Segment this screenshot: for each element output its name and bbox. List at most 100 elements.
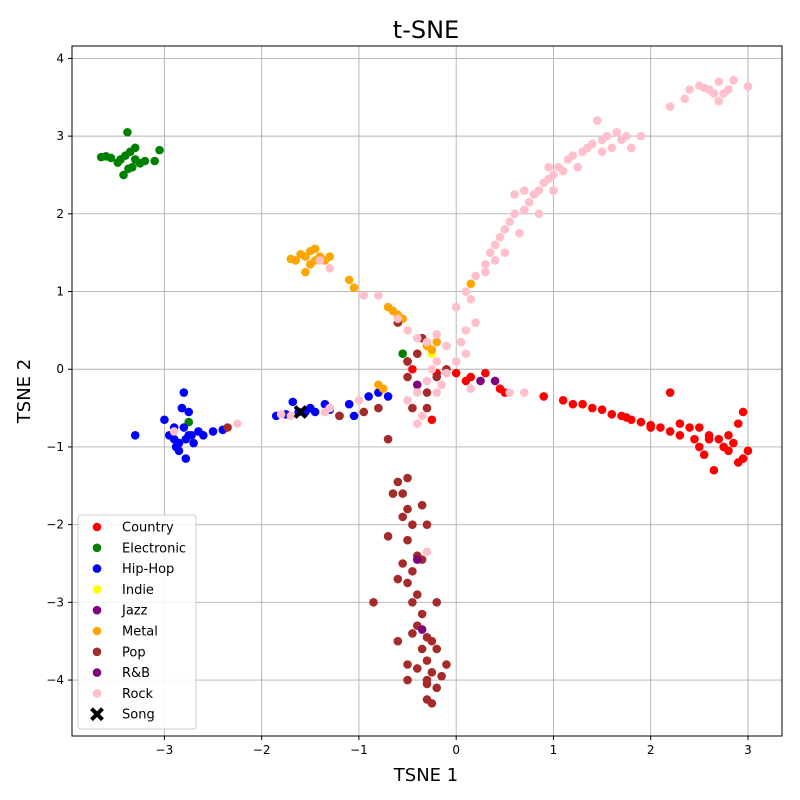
point-electronic (124, 164, 133, 174)
point-pop (437, 671, 446, 681)
point-country (695, 423, 704, 432)
point-pop (432, 598, 442, 607)
point-country (704, 434, 714, 444)
chart-title: t-SNE (393, 16, 459, 44)
point-metal (305, 260, 315, 269)
axis-ticks: −3 −2 −1 0 1 2 3 −4 −3 −2 −1 0 1 2 3 4 (46, 51, 751, 757)
point-rock (665, 102, 675, 111)
point-pop (393, 574, 403, 584)
point-pop (403, 504, 412, 514)
point-electronic (155, 145, 164, 155)
point-jazz (412, 380, 422, 390)
point-pop (408, 403, 417, 413)
point-pop (417, 644, 427, 654)
y-tick-label: −3 (46, 595, 64, 609)
point-rock (393, 314, 403, 324)
point-hip-hop (310, 407, 320, 417)
point-rock (233, 419, 242, 428)
point-pop (393, 636, 403, 646)
point-rock (626, 143, 636, 153)
legend-label-indie: Indie (122, 583, 154, 598)
point-hip-hop (349, 411, 359, 421)
point-rock (607, 143, 617, 153)
point-country (675, 430, 685, 440)
point-rock (422, 547, 432, 557)
point-rock (442, 341, 451, 351)
point-pop (223, 423, 232, 432)
legend-marker-jazz (92, 605, 102, 615)
point-rock (461, 326, 471, 335)
point-rock (325, 263, 335, 273)
y-tick-label: 4 (56, 51, 64, 65)
point-country (481, 368, 490, 378)
point-country (709, 465, 719, 475)
point-rock (612, 127, 621, 137)
point-rock (481, 260, 490, 269)
point-pop (374, 403, 383, 413)
point-rock (500, 225, 510, 234)
point-country (636, 417, 646, 427)
point-country (675, 419, 685, 428)
point-pop (408, 598, 417, 607)
point-country (558, 396, 568, 405)
point-country (451, 368, 461, 378)
y-tick-label: 1 (56, 285, 64, 299)
point-pop (422, 656, 432, 665)
legend-label-jazz: Jazz (121, 604, 148, 619)
point-pop (432, 683, 442, 693)
point-pop (403, 357, 412, 366)
point-rock (510, 209, 519, 219)
y-tick-label: −4 (46, 673, 64, 687)
point-pop (403, 473, 412, 483)
point-electronic (398, 349, 407, 359)
point-electronic (130, 143, 140, 153)
point-country (495, 384, 505, 393)
point-hip-hop (383, 392, 393, 401)
series-electronic (96, 127, 412, 427)
point-pop (398, 559, 407, 568)
point-pop (398, 512, 407, 522)
point-pop (403, 675, 412, 685)
y-tick-label: −2 (46, 518, 64, 532)
point-rock (403, 326, 412, 335)
point-rock (588, 139, 597, 149)
point-pop (412, 349, 422, 359)
point-rock (466, 295, 476, 304)
point-electronic (119, 170, 128, 180)
point-rock (534, 186, 544, 195)
point-rock (417, 411, 427, 421)
point-pop (417, 500, 427, 510)
point-pop (422, 679, 432, 689)
point-country (729, 438, 738, 448)
point-rock (422, 376, 432, 386)
point-country (733, 419, 743, 428)
point-rock (427, 364, 437, 374)
point-hip-hop (130, 430, 140, 440)
point-pop (369, 598, 378, 607)
point-country (714, 434, 724, 444)
point-country (724, 430, 733, 440)
point-hip-hop (208, 427, 218, 436)
point-pop (403, 372, 412, 382)
point-rock (412, 333, 422, 343)
point-rock (451, 357, 461, 366)
point-rock (471, 318, 480, 327)
legend-marker-indie (92, 585, 102, 594)
legend-marker-hip-hop (92, 564, 102, 573)
legend-marker-country (92, 522, 102, 532)
point-rock (714, 96, 724, 106)
point-rock (490, 256, 500, 265)
point-country (743, 446, 753, 456)
x-tick-label: 3 (744, 743, 752, 757)
point-rock (466, 384, 476, 393)
point-electronic (101, 152, 111, 161)
point-metal (301, 267, 310, 277)
x-tick-label: −3 (156, 743, 174, 757)
point-rock (549, 186, 558, 195)
point-country (588, 403, 597, 413)
point-rock (485, 248, 495, 257)
point-rock (412, 419, 422, 428)
point-rock (169, 427, 179, 436)
y-axis-label: TSNE 2 (14, 359, 35, 424)
